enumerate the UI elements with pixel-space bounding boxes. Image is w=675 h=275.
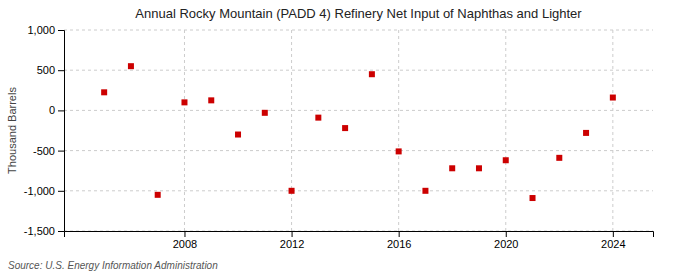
point <box>181 99 187 105</box>
axis-line <box>58 31 65 232</box>
source: Source: U.S. Energy Information Administ… <box>8 260 218 271</box>
grid-line-y <box>64 110 653 111</box>
tick-mark <box>613 231 614 237</box>
point <box>422 188 428 194</box>
points <box>101 63 616 201</box>
tick-label: 1,000 <box>27 24 55 36</box>
plot: 2008 2012 2016 2020 2024 -1,500 -1,000 -500 0 500… <box>24 24 654 250</box>
tick-mark <box>58 231 64 232</box>
tick-label: 2024 <box>601 238 625 250</box>
y-axis-label: Thousand Barrels <box>6 87 18 174</box>
tick: 1,000 <box>27 24 64 36</box>
tick-label: 500 <box>37 64 55 76</box>
point <box>128 63 134 69</box>
point <box>449 165 455 171</box>
grid-line-x <box>612 30 613 231</box>
tick: 0 <box>49 104 64 116</box>
chart: 2008 2012 2016 2020 2024 -1,500 -1,000 -500 0 500… <box>0 0 675 275</box>
grid-line-y <box>64 70 653 71</box>
grid <box>64 30 653 231</box>
y-axis: -1,500 -1,000 -500 0 500 1,000 <box>24 24 65 237</box>
point <box>235 132 241 138</box>
grid-line-y <box>64 30 653 31</box>
tick-mark <box>399 231 400 237</box>
tick-label: 2016 <box>387 238 411 250</box>
tick-mark <box>58 191 64 192</box>
point <box>556 155 562 161</box>
grid-line-x <box>184 30 185 231</box>
point <box>101 89 107 95</box>
x-axis: 2008 2012 2016 2020 2024 <box>65 231 654 250</box>
tick: -1,000 <box>24 185 64 197</box>
tick: -1,500 <box>24 225 64 237</box>
grid-line-x <box>505 30 506 231</box>
point <box>289 188 295 194</box>
grid-line-x <box>398 30 399 231</box>
tick-mark <box>184 231 185 237</box>
point <box>155 192 161 198</box>
tick-mark <box>58 30 64 31</box>
point <box>583 130 589 136</box>
tick: 2024 <box>601 231 625 250</box>
tick: 2016 <box>387 231 411 250</box>
tick-label: -1,000 <box>24 185 55 197</box>
tick: 2008 <box>173 231 197 250</box>
tick-label: 2012 <box>280 238 304 250</box>
grid-line-y <box>64 190 653 191</box>
point <box>342 125 348 131</box>
tick: 2020 <box>494 231 518 250</box>
point <box>610 95 616 101</box>
point <box>503 157 509 163</box>
grid-line-y <box>64 150 653 151</box>
tick-mark <box>58 151 64 152</box>
point <box>396 148 402 154</box>
point <box>315 115 321 121</box>
tick-mark <box>292 231 293 237</box>
point <box>262 110 268 116</box>
tick-mark <box>58 110 64 111</box>
grid-line-x <box>291 30 292 231</box>
tick: -500 <box>33 145 64 157</box>
tick-label: 2020 <box>494 238 518 250</box>
axis-line <box>65 232 654 238</box>
tick-mark <box>58 70 64 71</box>
point <box>208 97 214 103</box>
point <box>530 195 536 201</box>
tick-label: 2008 <box>173 238 197 250</box>
tick: 500 <box>37 64 64 76</box>
tick-mark <box>506 231 507 237</box>
title: Annual Rocky Mountain (PADD 4) Refinery … <box>135 6 582 21</box>
tick-label: -1,500 <box>24 225 55 237</box>
tick-label: -500 <box>33 145 55 157</box>
tick: 2012 <box>280 231 304 250</box>
point <box>476 165 482 171</box>
point <box>369 71 375 77</box>
tick-label: 0 <box>49 104 55 116</box>
